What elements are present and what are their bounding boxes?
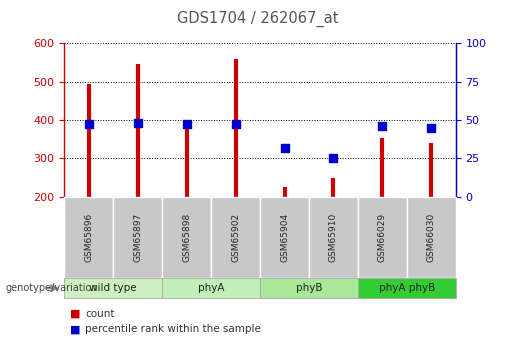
Bar xyxy=(162,278,260,298)
Point xyxy=(329,156,337,161)
Text: GSM65896: GSM65896 xyxy=(84,213,93,262)
Bar xyxy=(211,197,260,278)
Bar xyxy=(358,197,407,278)
Point xyxy=(378,123,386,129)
Text: count: count xyxy=(85,309,114,319)
Bar xyxy=(113,197,162,278)
Bar xyxy=(260,278,358,298)
Text: wild type: wild type xyxy=(90,283,137,293)
Text: GSM66029: GSM66029 xyxy=(378,213,387,262)
Point xyxy=(133,120,142,126)
Point xyxy=(182,122,191,127)
Point xyxy=(231,122,239,127)
Bar xyxy=(407,197,456,278)
Point xyxy=(427,125,435,130)
Text: GSM65904: GSM65904 xyxy=(280,213,289,262)
Text: GSM65902: GSM65902 xyxy=(231,213,240,262)
Point xyxy=(84,122,93,127)
Point xyxy=(280,145,288,150)
Text: GSM65898: GSM65898 xyxy=(182,213,191,262)
Text: phyA phyB: phyA phyB xyxy=(379,283,435,293)
Text: phyA: phyA xyxy=(198,283,225,293)
Bar xyxy=(64,197,113,278)
Bar xyxy=(309,197,358,278)
Bar xyxy=(64,278,162,298)
Text: phyB: phyB xyxy=(296,283,322,293)
Text: GSM65897: GSM65897 xyxy=(133,213,142,262)
Text: GSM65910: GSM65910 xyxy=(329,213,338,262)
Text: genotype/variation: genotype/variation xyxy=(5,283,98,293)
Text: GSM66030: GSM66030 xyxy=(427,213,436,262)
Text: percentile rank within the sample: percentile rank within the sample xyxy=(85,325,261,334)
Text: GDS1704 / 262067_at: GDS1704 / 262067_at xyxy=(177,11,338,27)
Bar xyxy=(358,278,456,298)
Text: ■: ■ xyxy=(70,325,80,334)
Bar xyxy=(260,197,309,278)
Bar xyxy=(162,197,211,278)
Text: ■: ■ xyxy=(70,309,80,319)
